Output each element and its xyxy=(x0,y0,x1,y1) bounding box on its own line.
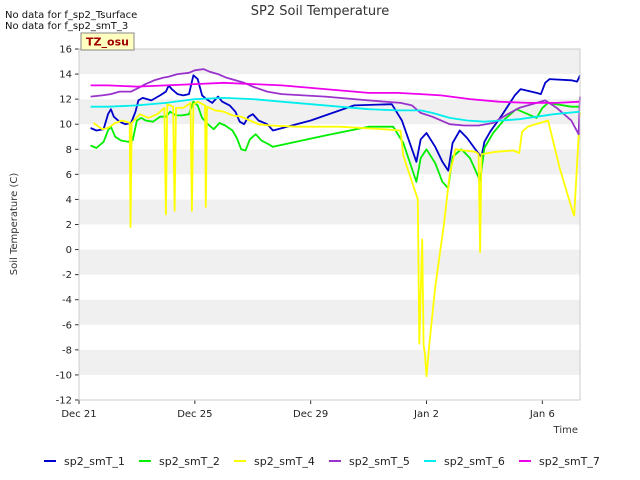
series-line-sp2-smT-1 xyxy=(90,74,581,172)
y-tick-label: -12 xyxy=(56,396,72,407)
legend-label: sp2_smT_5 xyxy=(349,455,410,468)
x-axis-label: Time xyxy=(553,425,578,436)
y-tick-label: 4 xyxy=(66,195,72,206)
plot-band xyxy=(79,199,580,225)
y-axis: -12 -10 -8 -6 -4 -2 0 2 4 6 8 10 12 14 16 xyxy=(56,45,79,407)
x-axis: Dec 21 Dec 25 Dec 29 Jan 2 Jan 6 xyxy=(61,400,555,420)
series-line-sp2-smT-6 xyxy=(90,97,581,123)
y-tick-label: 8 xyxy=(66,145,72,156)
y-tick-label: -6 xyxy=(62,320,72,331)
series-line-sp2-smT-7 xyxy=(90,81,581,104)
chart-title: SP2 Soil Temperature xyxy=(251,4,389,19)
series-line-sp2-smT-4 xyxy=(92,100,581,378)
y-tick-label: -2 xyxy=(62,270,72,281)
legend: sp2_smT_1 sp2_smT_2 sp2_smT_4 sp2_smT_5 sp2_… xyxy=(44,455,600,468)
y-tick-label: 10 xyxy=(59,120,72,131)
no-data-note-1: No data for f_sp2_Tsurface xyxy=(5,10,137,21)
legend-label: sp2_smT_1 xyxy=(64,455,125,468)
series-line-sp2-smT-5 xyxy=(90,68,581,136)
legend-label: sp2_smT_2 xyxy=(159,455,220,468)
y-axis-label: Soil Temperature (C) xyxy=(9,173,20,276)
x-tick-label: Jan 6 xyxy=(529,409,555,420)
plot-band xyxy=(79,324,580,350)
plot-band xyxy=(79,149,580,175)
tz-badge: TZ_osu xyxy=(80,32,135,51)
y-tick-label: -4 xyxy=(62,295,72,306)
y-tick-label: 14 xyxy=(59,70,72,81)
no-data-note-2: No data for f_sp2_smT_3 xyxy=(5,21,128,32)
y-tick-label: 6 xyxy=(66,170,72,181)
legend-label: sp2_smT_4 xyxy=(254,455,315,468)
x-tick-label: Jan 2 xyxy=(413,409,439,420)
x-tick-label: Dec 21 xyxy=(61,409,96,420)
tz-badge-box xyxy=(80,32,135,51)
x-tick-label: Dec 29 xyxy=(293,409,328,420)
y-tick-label: -8 xyxy=(62,345,72,356)
y-tick-label: -10 xyxy=(56,370,72,381)
y-tick-label: 2 xyxy=(66,220,72,231)
series-lines xyxy=(90,68,581,378)
legend-label: sp2_smT_6 xyxy=(444,455,505,468)
y-tick-label: 0 xyxy=(66,245,72,256)
series-line-sp2-smT-2 xyxy=(90,100,580,189)
y-tick-label: 12 xyxy=(59,95,72,106)
y-tick-label: 16 xyxy=(59,45,72,56)
plot-band xyxy=(79,224,580,250)
plot-bands xyxy=(79,49,580,400)
tz-badge-label: TZ_osu xyxy=(86,36,129,49)
plot-band xyxy=(79,274,580,300)
x-tick-label: Dec 25 xyxy=(177,409,212,420)
plot-band xyxy=(79,49,580,75)
plot-frame xyxy=(78,48,581,401)
plot-band xyxy=(79,174,580,200)
plot-band xyxy=(79,299,580,325)
plot-band xyxy=(79,349,580,375)
plot-band xyxy=(79,249,580,275)
plot-band xyxy=(79,374,580,400)
plot-band xyxy=(79,124,580,150)
legend-label: sp2_smT_7 xyxy=(539,455,600,468)
